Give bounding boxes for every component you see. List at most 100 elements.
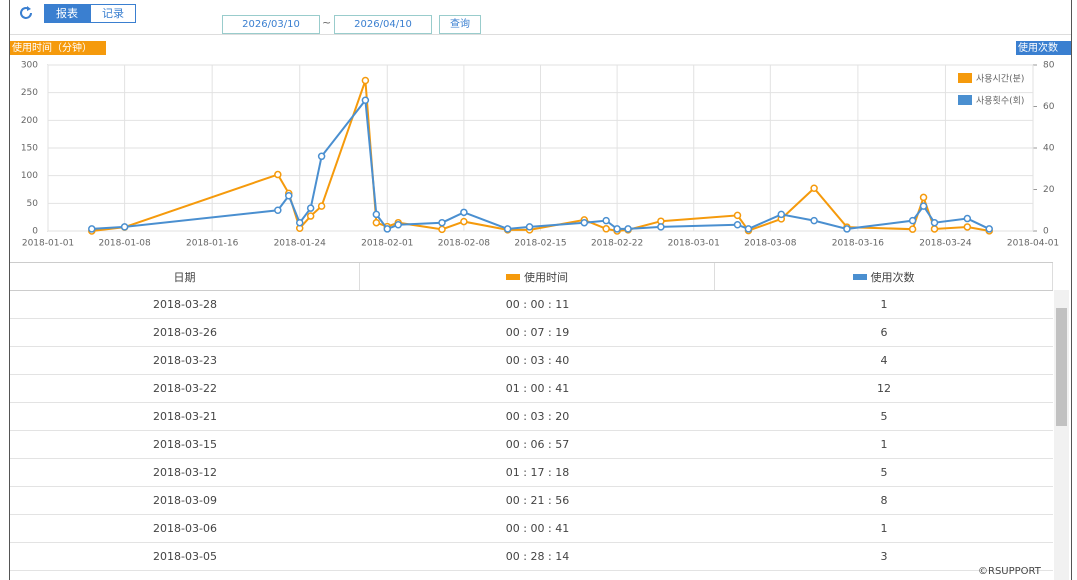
scrollbar[interactable] (1054, 290, 1069, 580)
point (602, 225, 610, 233)
table-row: 2018-03-21 00 : 03 : 20 5 (10, 403, 1053, 431)
header-cell: 日期 (10, 263, 360, 290)
chart: 0 50 100 150 200 250 300 0 20 40 60 80 2018-01-01 201… (10, 41, 1071, 249)
header-cell: 使用时间 (360, 263, 715, 290)
point (602, 216, 610, 225)
y2-tick-label: 40 (1043, 144, 1055, 154)
toolbar: 报表 记录 2026/03/10 ~ 2026/04/10 查询 (10, 0, 1071, 35)
y-tick-label: 50 (27, 199, 39, 209)
point (295, 218, 304, 227)
x-tick-label: 2018-02-08 (438, 239, 491, 249)
point (306, 212, 315, 220)
table-row: 2018-03-15 00 : 06 : 57 1 (10, 431, 1053, 459)
app: 报表 记录 2026/03/10 ~ 2026/04/10 查询 0 50 100 1… (9, 0, 1072, 580)
point (985, 225, 993, 233)
tab[interactable]: 报表 (44, 4, 90, 23)
header-cell: 使用次数 (715, 263, 1054, 290)
point (930, 225, 939, 233)
point (810, 216, 818, 225)
table-cell: 2018-03-12 (153, 466, 217, 479)
table-cell: 1 (880, 438, 888, 451)
point (460, 217, 468, 226)
footer: ©RSUPPORT (978, 566, 1041, 577)
y2-label-badge (1016, 41, 1071, 55)
y-tick-label: 250 (21, 88, 38, 98)
table-cell: 5 (880, 466, 888, 479)
table-cell: 2018-03-26 (153, 326, 217, 339)
table-row: 2018-03-23 00 : 03 : 40 4 (10, 347, 1053, 375)
header-text: 使用次数 (870, 270, 915, 284)
point (657, 223, 665, 231)
table-cell: 01 : 17 : 18 (505, 466, 570, 479)
point (438, 218, 446, 227)
point (383, 225, 392, 233)
legend-label: 사용시간(분) (976, 74, 1024, 85)
table-cell: 2018-03-23 (153, 354, 217, 367)
table-cell: 1 (880, 298, 888, 311)
y-label: 使用时间（分钟） (12, 41, 92, 54)
y2-tick-label: 60 (1043, 102, 1055, 112)
point (88, 225, 96, 233)
legend-label: 사용횟수(회) (976, 95, 1024, 107)
x-tick-label: 2018-02-22 (591, 239, 643, 249)
table-cell: 2018-03-21 (153, 410, 217, 423)
point (733, 221, 742, 229)
legend-swatch (958, 73, 972, 83)
date-input[interactable]: 2026/03/10 (222, 15, 320, 34)
point (810, 184, 818, 192)
table-cell: 6 (880, 326, 888, 339)
refresh-icon[interactable] (16, 3, 36, 23)
table-cell: 00 : 06 : 57 (505, 438, 570, 451)
x-tick-label: 2018-01-16 (186, 239, 239, 249)
separator: ~ (322, 16, 332, 29)
table-row: 2018-03-28 00 : 00 : 11 1 (10, 291, 1053, 319)
table-header: 日期 使用时间 使用次数 (10, 262, 1054, 291)
point (733, 211, 742, 220)
y2-tick-label: 20 (1043, 185, 1055, 195)
table-cell: 2018-02-26 (10, 571, 360, 580)
table-cell: 00 : 00 : 41 (505, 522, 570, 535)
y-tick-label: 300 (21, 61, 38, 71)
point (613, 225, 621, 233)
table-cell: 2018-03-06 (153, 522, 217, 535)
table-row: 2018-03-12 01 : 17 : 18 5 (10, 459, 1053, 487)
table-body: 2018-03-28 00 : 00 : 11 1 2018-03-26 00 : 07… (10, 291, 1053, 580)
table-cell: 00 : 00 : 11 (505, 298, 570, 311)
point (963, 214, 972, 223)
table-cell: 1 (880, 522, 888, 535)
y2-tick-label: 80 (1043, 61, 1055, 71)
point (438, 225, 446, 234)
table-cell: 2018-03-09 (153, 494, 217, 507)
point (624, 225, 632, 233)
point (930, 218, 939, 227)
table-cell: 00 : 28 : 14 (505, 550, 570, 563)
legend-swatch (852, 273, 867, 280)
x-tick-label: 2018-03-01 (668, 239, 720, 249)
x-tick-label: 2018-02-15 (514, 239, 566, 249)
point (908, 225, 917, 233)
y-tick-label: 150 (21, 144, 38, 154)
y-tick-label: 0 (32, 227, 38, 237)
point (317, 152, 326, 161)
x-tick-label: 2018-04-01 (1007, 239, 1059, 249)
table-cell: 5 (880, 410, 888, 423)
point (361, 96, 370, 105)
query-button[interactable]: 查询 (439, 15, 481, 34)
point (919, 202, 928, 210)
point (503, 225, 512, 233)
header-text: 使用时间 (523, 270, 568, 284)
x-tick-label: 2018-01-01 (22, 239, 74, 249)
table-row: 2018-03-26 00 : 07 : 19 6 (10, 319, 1053, 347)
point (394, 221, 402, 229)
point (460, 208, 468, 217)
date-input[interactable]: 2026/04/10 (334, 15, 432, 34)
table-cell: 2018-03-28 (153, 298, 217, 311)
table-row: 2018-03-09 00 : 21 : 56 8 (10, 487, 1053, 515)
table-cell: 8 (880, 494, 888, 507)
table-cell: 3 (880, 550, 888, 563)
table-cell: 12 (877, 382, 891, 395)
point (843, 225, 851, 233)
point (306, 204, 315, 212)
tab[interactable]: 记录 (90, 4, 136, 23)
